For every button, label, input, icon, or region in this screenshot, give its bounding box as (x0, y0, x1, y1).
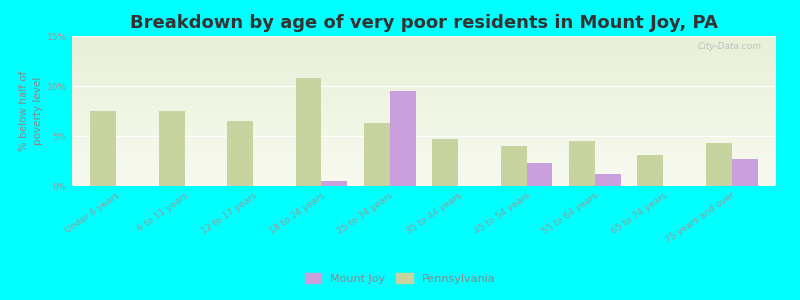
Bar (364, 123, 390, 186)
Bar (159, 111, 185, 186)
Bar (569, 141, 595, 186)
Bar (731, 159, 758, 186)
Bar (390, 91, 416, 186)
Bar (595, 174, 621, 186)
Bar (322, 181, 347, 186)
Bar (638, 155, 663, 186)
Legend: Mount Joy, Pennsylvania: Mount Joy, Pennsylvania (300, 269, 500, 288)
Bar (295, 78, 322, 186)
Bar (227, 121, 253, 186)
Bar (432, 139, 458, 186)
Bar (526, 163, 553, 186)
Bar (501, 146, 526, 186)
Bar (706, 143, 731, 186)
Text: City-Data.com: City-Data.com (698, 42, 762, 51)
Title: Breakdown by age of very poor residents in Mount Joy, PA: Breakdown by age of very poor residents … (130, 14, 718, 32)
Y-axis label: % below half of
poverty level: % below half of poverty level (19, 71, 43, 151)
Bar (90, 111, 117, 186)
